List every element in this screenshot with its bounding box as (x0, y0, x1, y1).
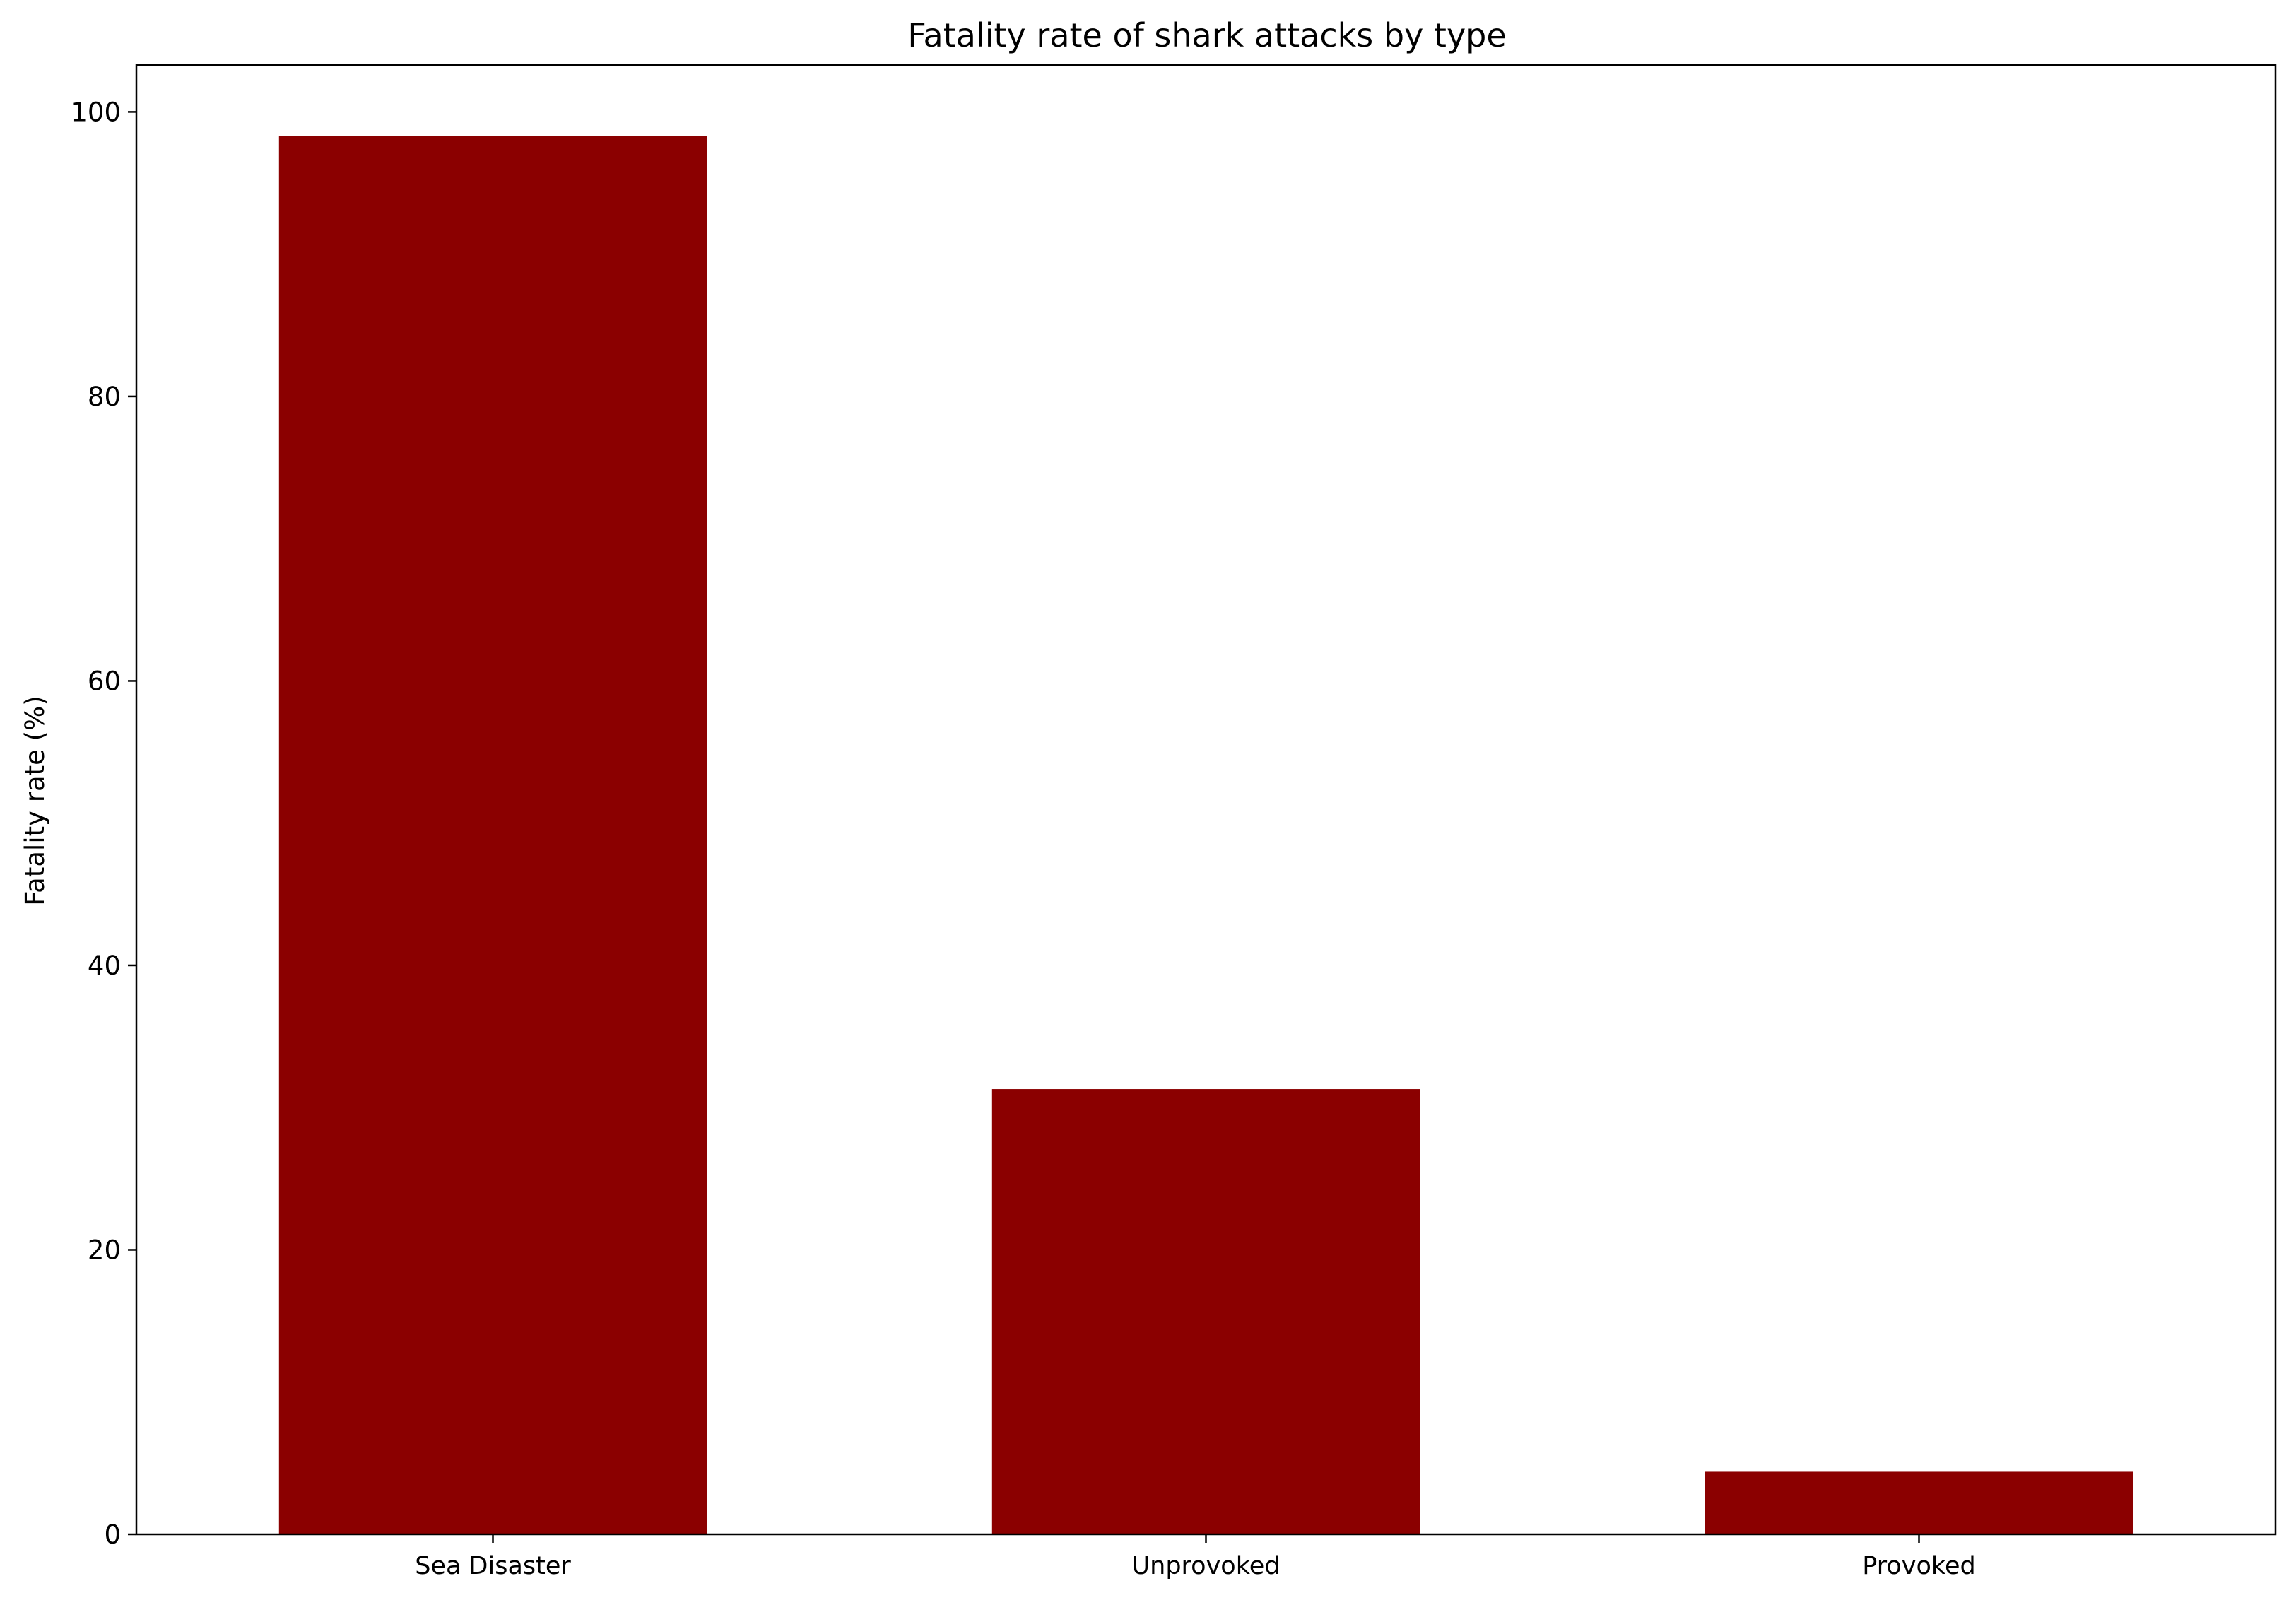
y-tick-label: 20 (88, 1235, 121, 1265)
bars-layer (278, 136, 2133, 1534)
y-axis-label: Fatality rate (%) (20, 695, 50, 905)
chart-title: Fatality rate of shark attacks by type (907, 16, 1506, 54)
y-tick-label: 60 (88, 666, 121, 696)
y-tick-label: 0 (104, 1519, 121, 1550)
y-tick-label: 40 (88, 951, 121, 981)
axes-layer: 0 20 40 60 80 100 Sea Disaster Unprovoked Provok… (71, 64, 2277, 1580)
x-tick-label: Provoked (1862, 1552, 1975, 1580)
y-tick-label: 80 (88, 382, 121, 412)
bar (1705, 1471, 2133, 1534)
bar (278, 136, 707, 1534)
y-tick-label: 100 (71, 97, 121, 127)
x-tick-label: Sea Disaster (415, 1552, 571, 1580)
bar (991, 1089, 1420, 1534)
x-tick-label: Unprovoked (1132, 1552, 1281, 1580)
